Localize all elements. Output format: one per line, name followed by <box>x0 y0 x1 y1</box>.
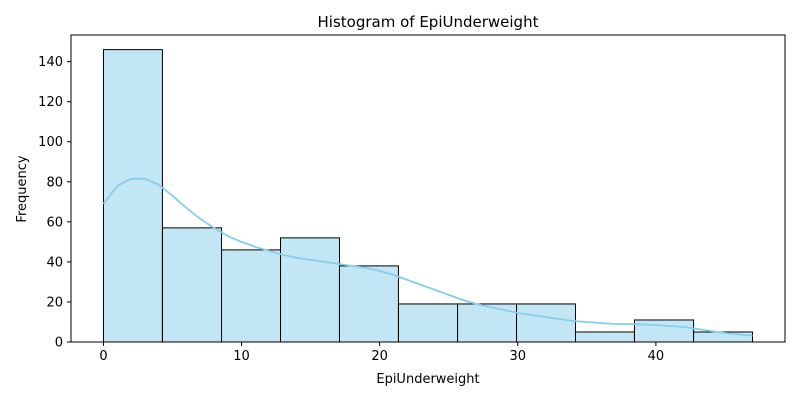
histogram-bar-4 <box>280 237 340 343</box>
y-tick-label: 40 <box>46 255 63 270</box>
histogram-bar-8 <box>516 303 576 343</box>
y-tick-label: 140 <box>38 55 63 70</box>
histogram-bars <box>102 49 754 343</box>
chart-title: Histogram of EpiUnderweight <box>318 13 539 31</box>
histogram-bar-10 <box>633 319 695 343</box>
histogram-bar-5 <box>338 265 399 343</box>
histogram-bar-1 <box>102 49 163 343</box>
histogram-bar-3 <box>221 249 282 343</box>
y-tick-label: 120 <box>38 95 63 110</box>
y-tick-label: 80 <box>46 175 63 190</box>
x-tick-label: 0 <box>99 349 107 364</box>
plot-frame <box>70 34 786 343</box>
histogram-bar-2 <box>161 227 223 343</box>
y-axis-label: Frequency <box>15 155 30 222</box>
x-tick-label: 10 <box>233 349 250 364</box>
x-axis-label: EpiUnderweight <box>376 372 479 387</box>
y-tick-label: 100 <box>38 135 63 150</box>
y-tick-label: 60 <box>46 215 63 230</box>
histogram-bar-6 <box>397 303 459 343</box>
x-tick-label: 40 <box>648 349 665 364</box>
y-axis-ticks: 0 20 40 60 80 100 120 140 <box>38 55 71 351</box>
x-tick-label: 30 <box>509 349 526 364</box>
y-tick-label: 20 <box>46 295 63 310</box>
y-tick-label: 0 <box>55 336 63 351</box>
x-axis-ticks: 0 10 20 30 40 <box>99 342 664 364</box>
kde-curve <box>102 177 753 337</box>
histogram-bar-9 <box>574 331 635 343</box>
x-tick-label: 20 <box>371 349 388 364</box>
histogram-bar-7 <box>457 303 518 343</box>
